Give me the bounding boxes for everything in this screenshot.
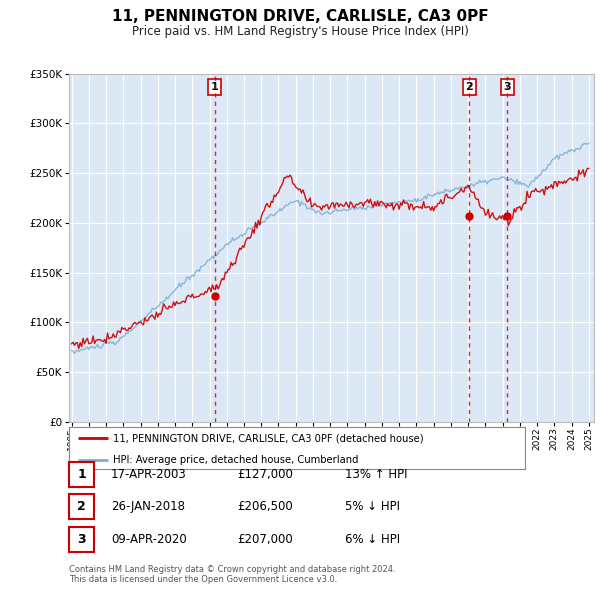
Text: 13% ↑ HPI: 13% ↑ HPI — [345, 468, 407, 481]
Text: 2: 2 — [77, 500, 86, 513]
Text: £127,000: £127,000 — [237, 468, 293, 481]
Text: Price paid vs. HM Land Registry's House Price Index (HPI): Price paid vs. HM Land Registry's House … — [131, 25, 469, 38]
Text: 17-APR-2003: 17-APR-2003 — [111, 468, 187, 481]
Text: 3: 3 — [77, 533, 86, 546]
Text: 11, PENNINGTON DRIVE, CARLISLE, CA3 0PF (detached house): 11, PENNINGTON DRIVE, CARLISLE, CA3 0PF … — [113, 433, 424, 443]
Text: £206,500: £206,500 — [237, 500, 293, 513]
Text: 26-JAN-2018: 26-JAN-2018 — [111, 500, 185, 513]
Text: 1: 1 — [77, 468, 86, 481]
Text: 2: 2 — [466, 82, 473, 92]
Text: 1: 1 — [211, 82, 218, 92]
Text: Contains HM Land Registry data © Crown copyright and database right 2024.
This d: Contains HM Land Registry data © Crown c… — [69, 565, 395, 584]
Text: 6% ↓ HPI: 6% ↓ HPI — [345, 533, 400, 546]
Text: £207,000: £207,000 — [237, 533, 293, 546]
Text: 3: 3 — [503, 82, 511, 92]
Text: 11, PENNINGTON DRIVE, CARLISLE, CA3 0PF: 11, PENNINGTON DRIVE, CARLISLE, CA3 0PF — [112, 9, 488, 24]
Text: HPI: Average price, detached house, Cumberland: HPI: Average price, detached house, Cumb… — [113, 455, 358, 465]
Text: 09-APR-2020: 09-APR-2020 — [111, 533, 187, 546]
Text: 5% ↓ HPI: 5% ↓ HPI — [345, 500, 400, 513]
